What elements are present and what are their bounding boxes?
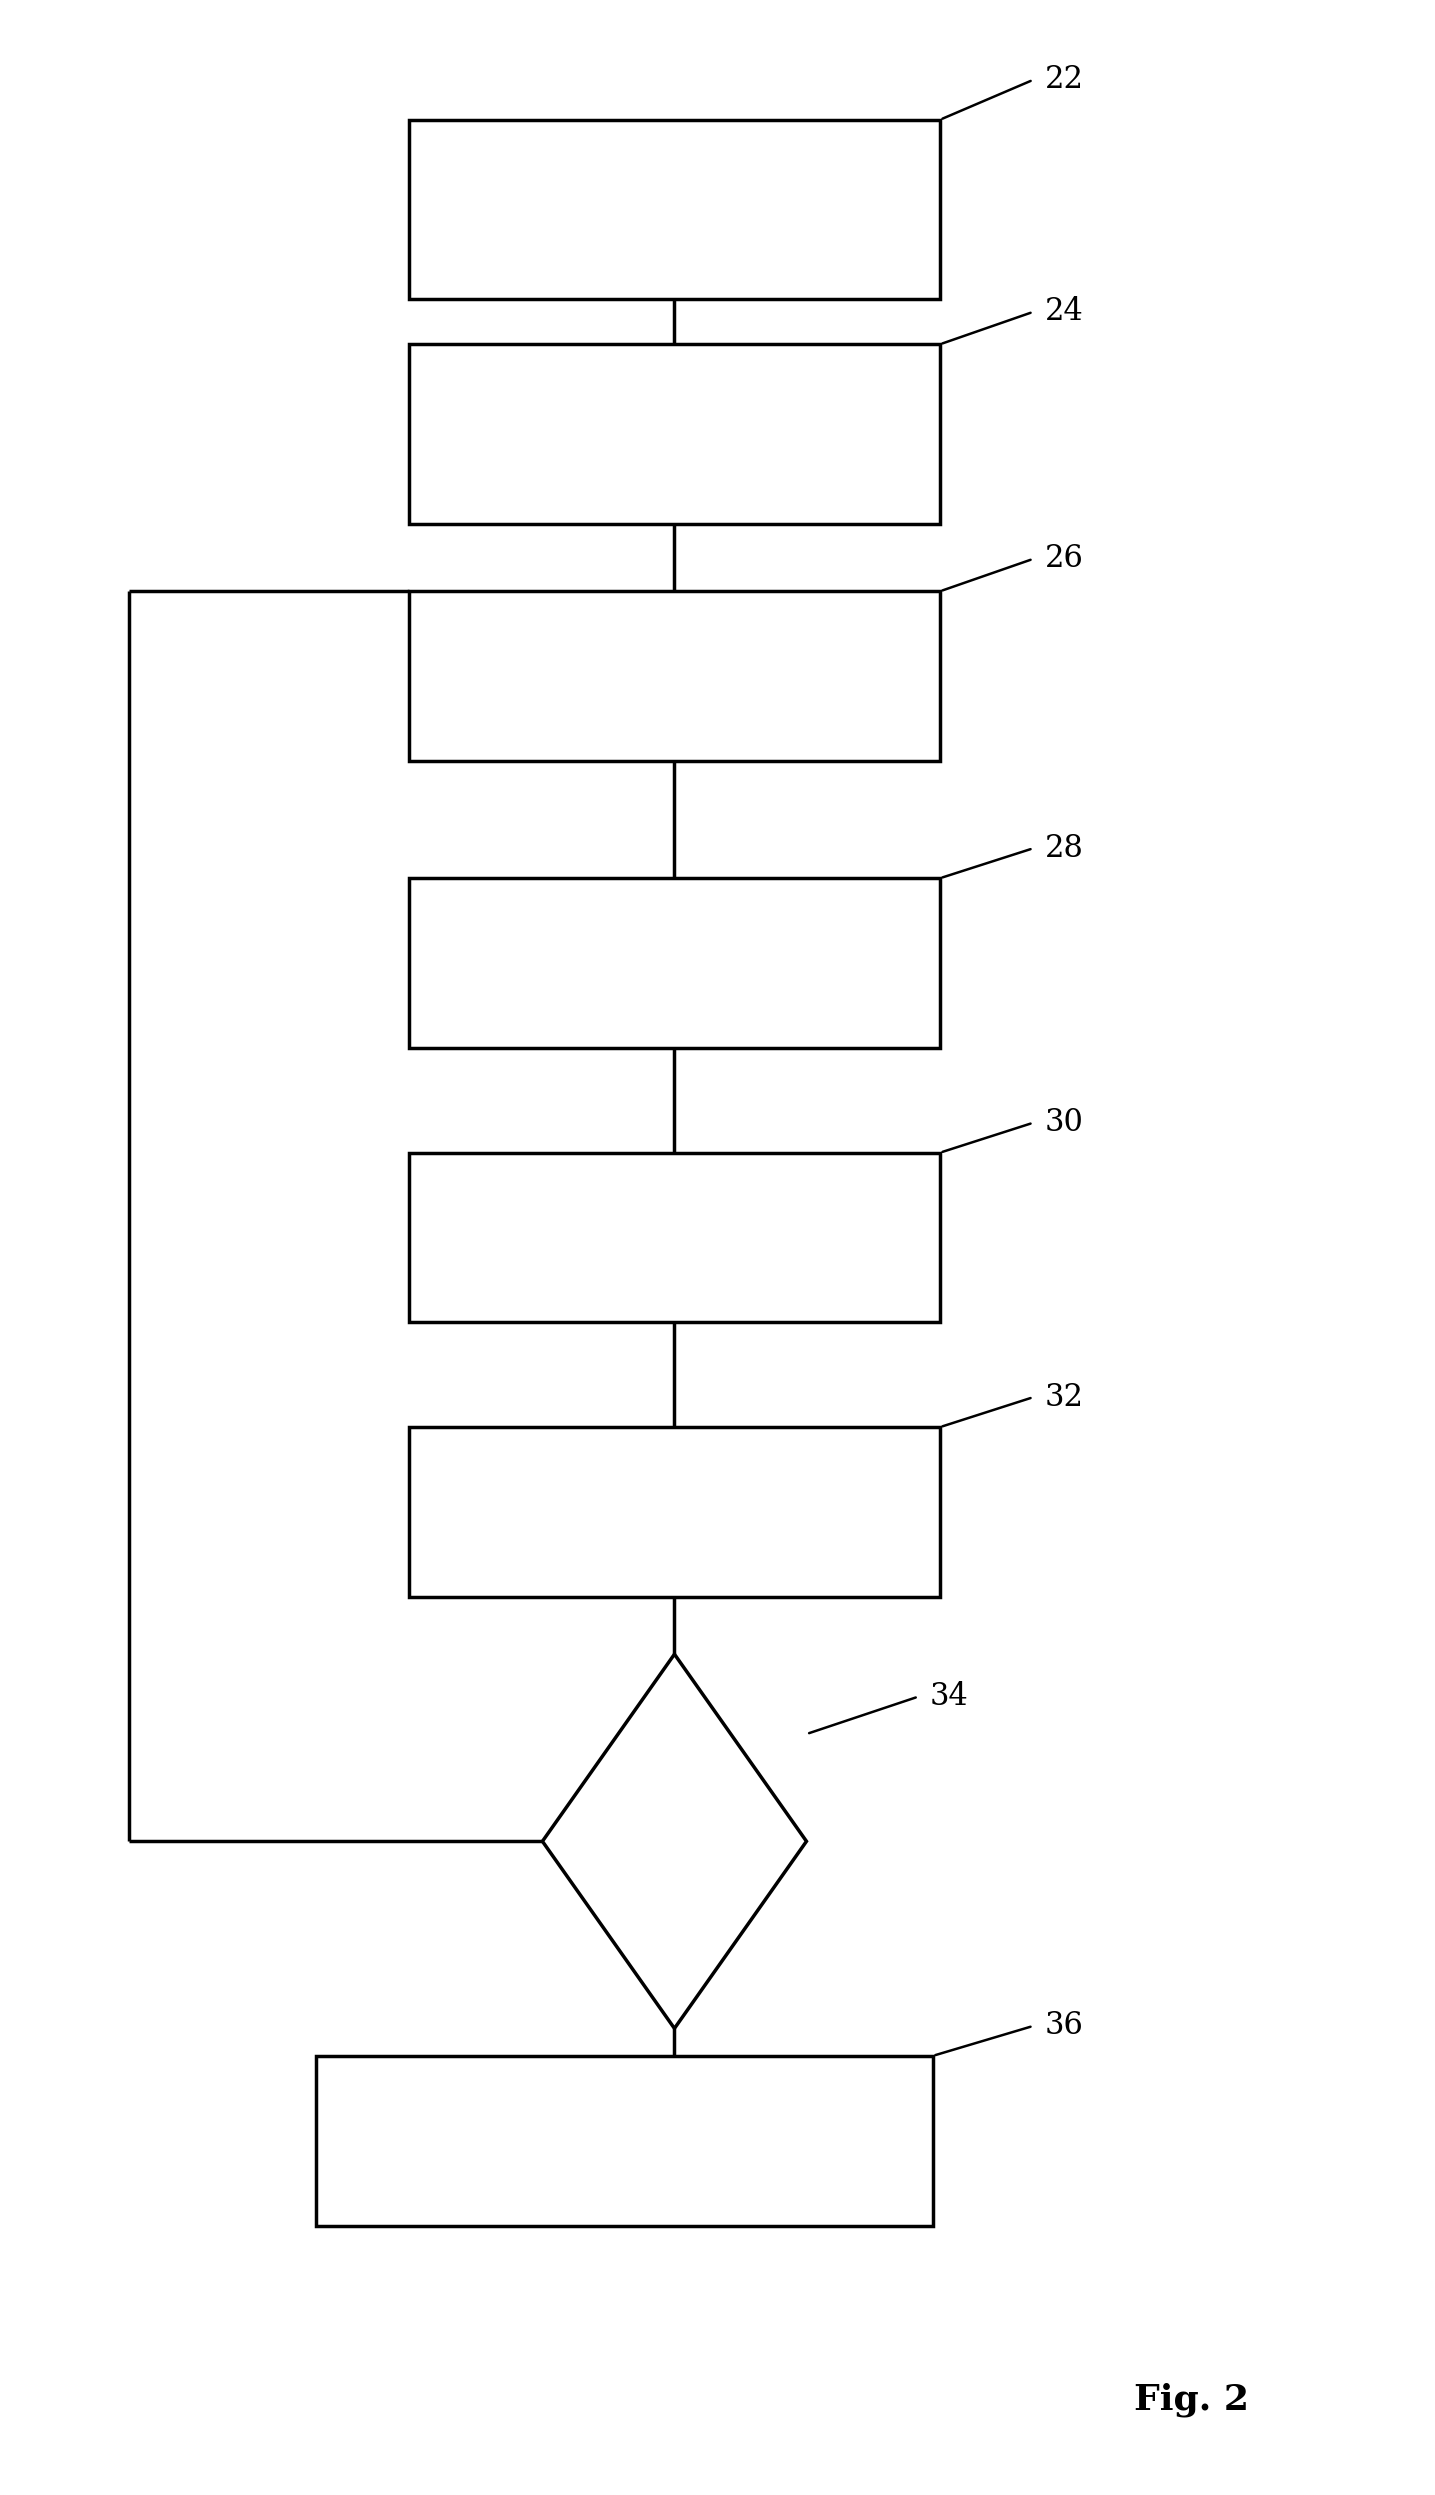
Bar	[316, 2056, 933, 2226]
Text: 30: 30	[1045, 1108, 1083, 1138]
Text: 26: 26	[1045, 544, 1083, 574]
Bar	[409, 878, 940, 1048]
Text: 22: 22	[1045, 65, 1083, 95]
Text: 36: 36	[1045, 2011, 1083, 2041]
Text: 34: 34	[930, 1682, 969, 1712]
Text: 28: 28	[1045, 833, 1083, 863]
Bar	[409, 1427, 940, 1597]
Bar	[409, 120, 940, 299]
Text: 24: 24	[1045, 297, 1083, 327]
Text: 32: 32	[1045, 1382, 1083, 1412]
Bar	[409, 1153, 940, 1322]
Polygon shape	[542, 1654, 806, 2028]
Bar	[409, 344, 940, 524]
Bar	[409, 591, 940, 761]
Text: Fig. 2: Fig. 2	[1134, 2383, 1248, 2418]
